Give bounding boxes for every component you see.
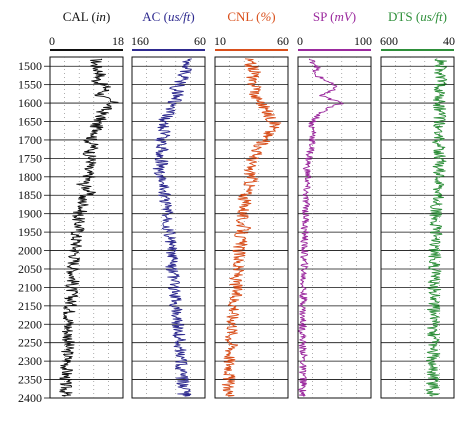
track-frame — [131, 56, 206, 399]
track-ac: AC (us/ft) 160 60 — [131, 9, 206, 399]
scale-left-label: 0 — [297, 34, 303, 48]
scale-right-label: 60 — [277, 34, 289, 48]
depth-tick-label: 1800 — [18, 170, 42, 184]
track-dts: DTS (us/ft) 600 40 — [380, 9, 455, 399]
scale-left-label: 160 — [131, 34, 149, 48]
depth-tick-label: 2050 — [18, 262, 42, 276]
track-title: CAL (in) — [63, 9, 111, 24]
track-title: SP (mV) — [313, 9, 356, 24]
log-curve-cnl — [221, 58, 282, 397]
depth-tick-label: 1950 — [18, 225, 42, 239]
track-frame — [49, 56, 124, 399]
depth-tick-label: 1650 — [18, 115, 42, 129]
scale-left-label: 0 — [49, 34, 55, 48]
track-frame — [380, 56, 455, 399]
depth-tick-label: 2000 — [18, 244, 42, 258]
depth-tick-label: 2250 — [18, 336, 42, 350]
scale-right-label: 40 — [443, 34, 455, 48]
depth-tick-label: 1500 — [18, 59, 42, 73]
track-frame — [214, 56, 289, 399]
depth-tick-label: 2100 — [18, 280, 42, 294]
track-title: DTS (us/ft) — [388, 9, 447, 24]
depth-tick-label: 1550 — [18, 78, 42, 92]
depth-tick-label: 1600 — [18, 96, 42, 110]
depth-tick-label: 2400 — [18, 391, 42, 405]
scale-left-label: 600 — [380, 34, 398, 48]
scale-left-label: 10 — [214, 34, 226, 48]
depth-tick-label: 1850 — [18, 188, 42, 202]
scale-right-label: 18 — [112, 34, 124, 48]
track-title: AC (us/ft) — [142, 9, 194, 24]
track-sp: SP (mV) 0 100 — [297, 9, 372, 399]
log-curve-ac — [152, 58, 192, 397]
depth-tick-label: 2350 — [18, 373, 42, 387]
log-curve-sp — [298, 58, 344, 397]
track-title: CNL (%) — [227, 9, 275, 24]
track-cnl: CNL (%)10 60 — [214, 9, 289, 399]
scale-right-label: 100 — [354, 34, 372, 48]
log-curve-cal — [59, 58, 119, 397]
depth-tick-label: 2300 — [18, 354, 42, 368]
track-cal: CAL (in) 0 18 — [49, 9, 124, 399]
depth-tick-label: 1900 — [18, 207, 42, 221]
depth-tick-label: 1700 — [18, 133, 42, 147]
scale-right-label: 60 — [194, 34, 206, 48]
depth-tick-label: 2150 — [18, 299, 42, 313]
depth-tick-label: 1750 — [18, 151, 42, 165]
depth-tick-label: 2200 — [18, 317, 42, 331]
log-curve-dts — [425, 58, 448, 397]
track-frame — [297, 56, 372, 399]
